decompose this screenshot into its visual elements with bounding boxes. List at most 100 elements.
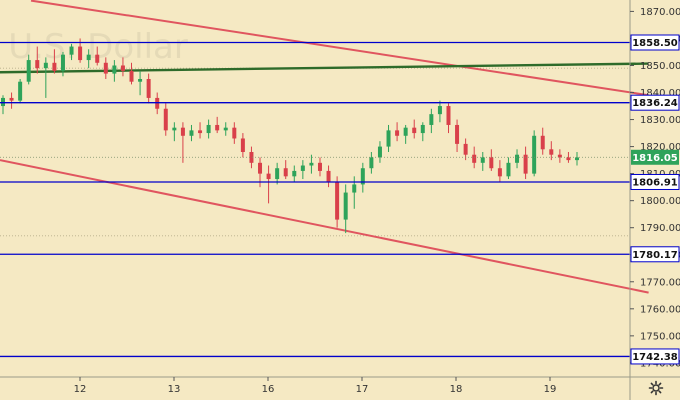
candle-body (240, 138, 245, 152)
candle-body (18, 81, 23, 101)
candle-body (198, 130, 203, 134)
last-price-label: 1816.05 (632, 153, 678, 164)
candle-body (455, 124, 460, 144)
x-tick-label: 18 (450, 384, 463, 395)
candle-body (223, 127, 228, 131)
level-badge (630, 34, 680, 51)
y-tick-label: 1790.00 (640, 223, 680, 234)
level-badge (630, 348, 680, 365)
candle-body (95, 54, 100, 63)
y-tick-label: 1820.00 (640, 142, 680, 153)
level-badge-label: 1836.24 (632, 98, 678, 109)
candle-layer (1, 38, 579, 234)
candle-body (52, 62, 57, 71)
candle-body (386, 130, 391, 147)
candle-body (189, 130, 194, 136)
candle-body (249, 152, 254, 163)
settings-button[interactable] (645, 379, 667, 397)
candle-body (480, 157, 485, 163)
candle-body (506, 162, 511, 177)
candle-body (395, 130, 400, 136)
candle-body (163, 108, 168, 131)
x-tick-label: 19 (544, 384, 557, 395)
candle-body (103, 62, 108, 74)
candle-body (283, 168, 288, 177)
last-price-badge (631, 149, 679, 165)
candle-body (138, 79, 143, 82)
candle-body (575, 157, 579, 161)
level-badge-label: 1858.50 (632, 38, 678, 49)
candle-body (1, 97, 5, 107)
candle-body (112, 65, 117, 74)
candle-body (463, 143, 468, 155)
y-tick-label: 1870.00 (640, 7, 680, 18)
candle-body (172, 127, 177, 131)
candle-body (360, 168, 365, 185)
candle-body (26, 60, 31, 82)
time-axis[interactable]: 12 13 16 17 18 19 (74, 377, 557, 395)
candle-body (258, 162, 263, 174)
candle-body (275, 168, 280, 180)
candle-body (403, 127, 408, 136)
candle-body (180, 127, 185, 136)
candle-body (86, 54, 91, 61)
candle-body (412, 127, 417, 134)
level-badge-label: 1806.91 (632, 177, 678, 188)
level-line-layer (0, 41, 630, 358)
price-badges: 1858.50 1836.24 1806.91 1780.17 1742.38 1816.… (630, 34, 680, 365)
y-tick-label: 1760.00 (640, 304, 680, 315)
candle-body (9, 97, 14, 101)
x-tick-label: 12 (74, 384, 87, 395)
candle-body (429, 114, 434, 125)
x-tick-label: 16 (262, 384, 275, 395)
y-tick-label: 1830.00 (640, 115, 680, 126)
red-trendline[interactable] (30, 0, 649, 97)
y-tick-label: 1770.00 (640, 277, 680, 288)
candle-body (549, 149, 554, 155)
candle-body (60, 54, 65, 71)
level-badge-label: 1742.38 (632, 352, 678, 363)
watermark-text: / U.S. Dollar (0, 27, 188, 67)
candle-body (335, 181, 340, 220)
candle-body (557, 154, 562, 158)
candle-body (317, 162, 322, 171)
candle-body (352, 184, 357, 193)
candle-body (343, 192, 348, 220)
candle-body (489, 157, 494, 169)
candle-body (129, 70, 134, 82)
y-tick-label: 1840.00 (640, 88, 680, 99)
candle-body (497, 168, 502, 177)
candle-body (540, 135, 545, 150)
y-tick-label: 1750.00 (640, 331, 680, 342)
y-tick-label: 1850.00 (640, 61, 680, 72)
x-tick-label: 13 (168, 384, 181, 395)
candle-body (206, 124, 211, 134)
candle-body (232, 127, 237, 139)
candle-body (377, 146, 382, 158)
candle-body (309, 162, 314, 166)
y-tick-label: 1800.00 (640, 196, 680, 207)
candle-body (69, 46, 74, 55)
green-trendline[interactable] (0, 62, 649, 74)
candle-body (43, 62, 48, 69)
level-badge (630, 94, 680, 111)
candle-body (472, 154, 477, 163)
candle-body (35, 60, 40, 69)
candle-body (120, 65, 125, 71)
candle-body (215, 124, 220, 131)
candle-body (266, 173, 271, 180)
candle-body (437, 106, 442, 115)
candle-body (566, 157, 571, 161)
candle-body (369, 157, 374, 169)
gear-icon (648, 380, 664, 396)
candle-body (532, 135, 537, 174)
candle-body (326, 170, 331, 182)
candle-body (78, 46, 83, 61)
candle-body (292, 170, 297, 177)
candle-body (523, 154, 528, 174)
level-badge (630, 173, 680, 190)
candle-body (515, 154, 520, 163)
candle-body (446, 106, 451, 125)
candle-body (300, 165, 305, 171)
